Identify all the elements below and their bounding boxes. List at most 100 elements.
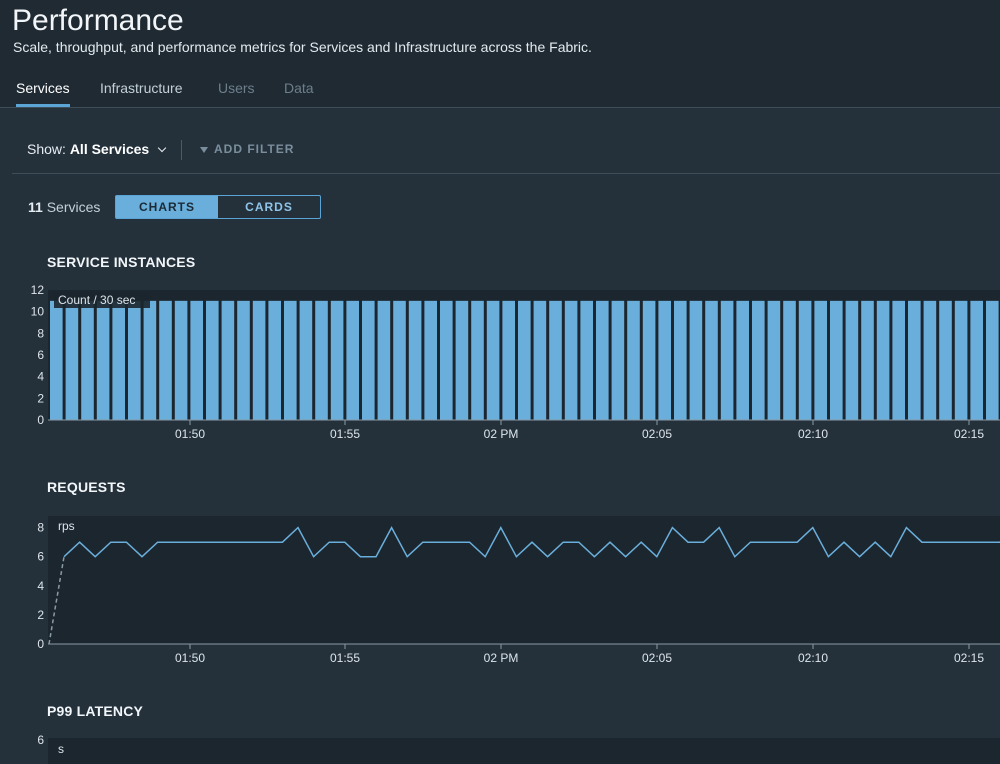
bar bbox=[830, 300, 843, 420]
y-tick-label: 2 bbox=[37, 608, 44, 622]
service-count-label: Services bbox=[46, 199, 101, 215]
bar bbox=[81, 300, 94, 420]
bar bbox=[362, 300, 375, 420]
toolbar-divider bbox=[181, 140, 182, 160]
x-tick-label: 02:05 bbox=[642, 427, 672, 441]
bar bbox=[330, 300, 344, 420]
unit-label: rps bbox=[58, 519, 75, 533]
page-subtitle: Scale, throughput, and performance metri… bbox=[13, 39, 592, 55]
bar bbox=[206, 300, 219, 420]
bar bbox=[502, 300, 515, 420]
bar bbox=[424, 300, 437, 420]
y-axis-ticks: 0 2 4 6 8 10 12 bbox=[31, 284, 45, 427]
cards-view-button[interactable]: CARDS bbox=[245, 200, 293, 214]
bar bbox=[471, 300, 484, 420]
unit-label-bg bbox=[54, 292, 150, 308]
y-tick-label: 0 bbox=[37, 413, 44, 427]
view-toggle: CHARTS CARDS bbox=[115, 195, 321, 219]
tab-infrastructure[interactable]: Infrastructure bbox=[100, 80, 183, 96]
bar bbox=[658, 300, 671, 420]
bar bbox=[689, 300, 703, 420]
series-line bbox=[63, 526, 1000, 558]
charts-view-button[interactable]: CHARTS bbox=[116, 196, 218, 218]
y-tick-label: 8 bbox=[37, 521, 44, 535]
tab-bar: Services Infrastructure Users Data bbox=[0, 80, 1000, 108]
y-tick-label: 12 bbox=[31, 284, 45, 297]
add-filter-label: ADD FILTER bbox=[214, 142, 295, 156]
bar bbox=[674, 300, 687, 420]
page-title: Performance bbox=[12, 4, 184, 37]
bar bbox=[96, 300, 110, 420]
y-tick-label: 8 bbox=[37, 326, 44, 340]
series-dashed-start bbox=[48, 556, 65, 645]
x-tick-label: 01:50 bbox=[175, 651, 205, 665]
page-header: Performance Scale, throughput, and perfo… bbox=[0, 0, 1000, 108]
x-tick-label: 02:05 bbox=[642, 651, 672, 665]
bar bbox=[783, 300, 796, 420]
show-label: Show: bbox=[27, 141, 66, 157]
y-tick-label: 0 bbox=[37, 637, 44, 651]
service-instances-chart: 0 2 4 6 8 10 12 01:50 01:55 02 PM 02:05 02:10 02:15… bbox=[31, 284, 1000, 441]
bar bbox=[705, 300, 718, 420]
tab-data[interactable]: Data bbox=[284, 80, 314, 96]
y-tick-label: 4 bbox=[37, 370, 44, 384]
tab-users[interactable]: Users bbox=[218, 80, 255, 96]
bar bbox=[986, 300, 999, 420]
x-tick-label: 01:55 bbox=[330, 651, 360, 665]
tab-services[interactable]: Services bbox=[16, 80, 70, 107]
bar bbox=[268, 300, 281, 420]
bar bbox=[65, 300, 79, 420]
x-tick-label: 02 PM bbox=[484, 427, 519, 441]
bar bbox=[876, 300, 890, 420]
bar bbox=[954, 300, 968, 420]
unit-label: Count / 30 sec bbox=[58, 293, 135, 307]
plot-background bbox=[48, 516, 1000, 644]
y-tick-label: 6 bbox=[37, 734, 44, 747]
p99-latency-title: P99 LATENCY bbox=[47, 703, 144, 719]
bar bbox=[190, 300, 203, 420]
bar bbox=[970, 300, 983, 420]
bar bbox=[533, 300, 547, 420]
bar bbox=[408, 300, 422, 420]
unit-label: s bbox=[58, 742, 64, 756]
bar bbox=[50, 300, 63, 420]
bar bbox=[642, 300, 656, 420]
bar bbox=[159, 300, 172, 420]
service-count: 11 Services bbox=[28, 199, 100, 215]
bar bbox=[284, 300, 297, 420]
show-selector[interactable]: Show: All Services bbox=[27, 141, 167, 157]
bar bbox=[908, 300, 921, 420]
bar bbox=[393, 300, 406, 420]
bar bbox=[221, 300, 235, 420]
x-tick-label: 02:10 bbox=[798, 427, 828, 441]
line-group bbox=[48, 526, 1000, 645]
y-axis-ticks: 6 bbox=[37, 734, 44, 747]
bar bbox=[892, 300, 905, 420]
y-tick-label: 6 bbox=[37, 550, 44, 564]
y-tick-label: 2 bbox=[37, 391, 44, 405]
x-tick-label: 02:15 bbox=[954, 651, 984, 665]
bar bbox=[237, 300, 250, 420]
x-tick-label: 02:10 bbox=[798, 651, 828, 665]
bar bbox=[752, 300, 765, 420]
requests-title: REQUESTS bbox=[47, 479, 126, 495]
add-filter-button[interactable]: ADD FILTER bbox=[200, 142, 294, 156]
bar bbox=[486, 300, 500, 420]
x-tick-label: 01:55 bbox=[330, 427, 360, 441]
filter-toolbar: Show: All Services ADD FILTER bbox=[12, 128, 1000, 174]
bar bbox=[814, 300, 827, 420]
requests-chart: 0 2 4 6 8 01:50 01:55 02 PM 02:05 02:10 02:15 rps bbox=[37, 516, 1000, 665]
bar bbox=[923, 300, 937, 420]
y-tick-label: 6 bbox=[37, 348, 44, 362]
bar bbox=[549, 300, 562, 420]
bar bbox=[174, 300, 188, 420]
bar bbox=[315, 300, 328, 420]
x-axis-ticks: 01:50 01:55 02 PM 02:05 02:10 02:15 bbox=[175, 644, 984, 665]
x-axis-ticks: 01:50 01:55 02 PM 02:05 02:10 02:15 bbox=[175, 420, 984, 441]
bar-group bbox=[48, 300, 1000, 421]
service-instances-title: SERVICE INSTANCES bbox=[47, 254, 196, 270]
p99-latency-chart: 6 s bbox=[37, 734, 1000, 764]
bar bbox=[845, 300, 859, 420]
service-count-number: 11 bbox=[28, 199, 43, 215]
bar bbox=[377, 300, 391, 420]
